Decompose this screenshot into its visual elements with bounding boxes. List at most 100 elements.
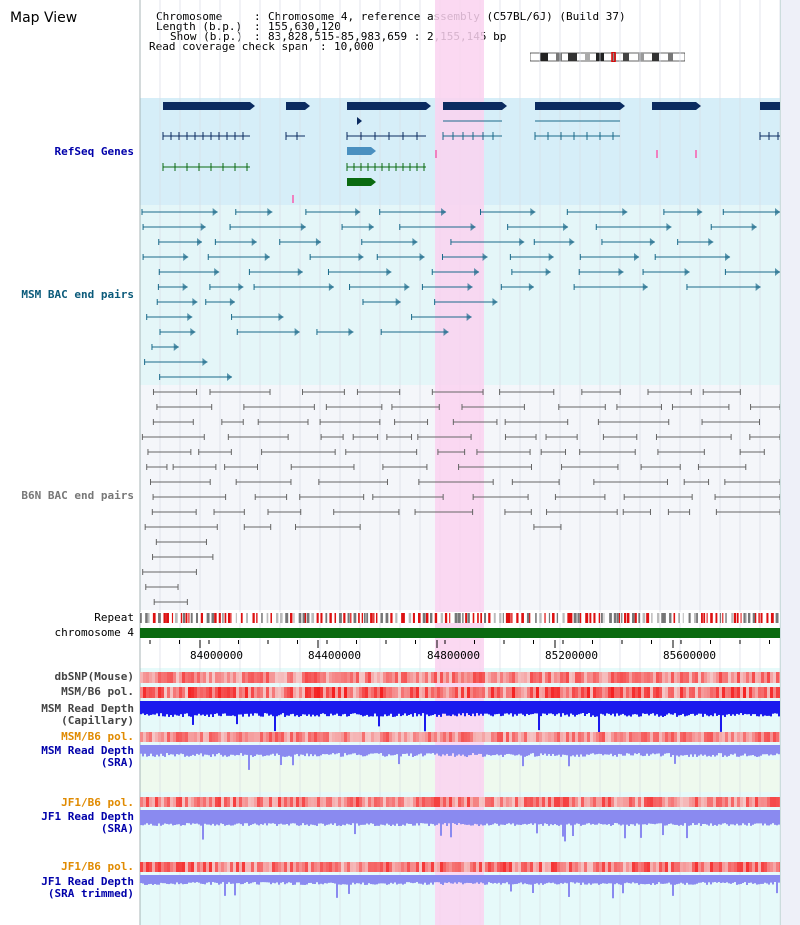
bac-end-arrow	[315, 238, 321, 246]
depth-bar	[374, 745, 376, 754]
msm-bac-label[interactable]: MSM BAC end pairs	[21, 288, 134, 301]
heat-cell	[614, 687, 617, 698]
heat-cell	[320, 797, 323, 807]
bac-end-arrow	[548, 253, 554, 261]
depth-bar	[750, 875, 752, 883]
depth-bar	[208, 875, 210, 883]
depth-bar	[312, 875, 314, 884]
depth-bar	[646, 875, 648, 885]
depth-bar	[446, 745, 448, 754]
refseq-genes-label[interactable]: RefSeq Genes	[54, 145, 134, 158]
bac-end-arrow	[182, 283, 188, 291]
bac-end-arrow	[183, 253, 189, 261]
depth-bar	[660, 875, 662, 884]
heat-cell	[290, 687, 293, 698]
heat-cell	[635, 672, 638, 683]
vertical-scrollbar[interactable]	[780, 0, 800, 925]
heat-cell	[704, 797, 707, 807]
heat-cell	[230, 732, 233, 742]
depth-bar	[752, 810, 754, 825]
depth-bar	[214, 701, 216, 714]
depth-bar	[754, 701, 756, 715]
depth-bar	[668, 745, 670, 754]
heat-cell	[773, 862, 776, 872]
bac-end-arrow	[348, 328, 354, 336]
depth-bar	[778, 745, 780, 755]
depth-bar	[764, 745, 766, 755]
depth-bar	[726, 701, 728, 715]
heat-cell	[458, 862, 461, 872]
depth-bar	[584, 875, 586, 885]
depth-bar	[708, 701, 710, 717]
heat-cell	[572, 687, 575, 698]
depth-bar	[254, 875, 256, 883]
heat-cell	[320, 687, 323, 698]
heat-cell	[773, 672, 776, 683]
bac-end-arrow	[190, 328, 196, 336]
depth-bar	[674, 875, 676, 885]
heat-cell	[332, 687, 335, 698]
heat-cell	[239, 732, 242, 742]
heat-cell	[425, 797, 428, 807]
heat-cell	[494, 732, 497, 742]
repeat-mark	[449, 613, 451, 623]
depth-bar	[550, 810, 552, 825]
depth-bar	[548, 810, 550, 826]
genome-track-canvas[interactable]	[0, 0, 780, 925]
heat-cell	[221, 732, 224, 742]
repeat-mark	[539, 613, 542, 623]
heat-cell	[710, 732, 713, 742]
heat-cell	[692, 732, 695, 742]
heat-cell	[674, 687, 677, 698]
heat-cell	[434, 797, 437, 807]
heat-cell	[350, 862, 353, 872]
depth-bar	[656, 875, 658, 885]
repeat-mark	[412, 613, 415, 623]
depth-bar	[378, 745, 380, 754]
heat-cell	[173, 672, 176, 683]
depth-bar	[518, 810, 520, 825]
depth-bar	[466, 745, 468, 757]
heat-cell	[200, 862, 203, 872]
depth-bar	[276, 810, 278, 826]
depth-bar	[498, 810, 500, 826]
heat-cell	[662, 672, 665, 683]
depth-bar	[228, 701, 230, 716]
heat-cell	[563, 687, 566, 698]
depth-bar	[668, 810, 670, 824]
depth-bar	[612, 745, 614, 757]
depth-bar	[496, 701, 498, 715]
depth-bar	[448, 701, 450, 716]
heat-cell	[359, 862, 362, 872]
depth-bar	[416, 745, 418, 756]
heat-cell	[218, 687, 221, 698]
heat-cell	[314, 732, 317, 742]
b6n-bac-label[interactable]: B6N BAC end pairs	[21, 489, 134, 502]
depth-bar	[528, 701, 530, 715]
depth-bar	[522, 810, 524, 825]
depth-bar	[448, 810, 450, 824]
depth-bar	[276, 701, 278, 717]
depth-bar	[348, 810, 350, 825]
depth-bar	[564, 810, 566, 842]
depth-bar	[442, 701, 444, 714]
heat-cell	[572, 797, 575, 807]
heat-cell	[338, 862, 341, 872]
heat-cell	[686, 862, 689, 872]
depth-bar	[712, 810, 714, 826]
depth-bar	[766, 745, 768, 755]
depth-bar	[508, 745, 510, 754]
depth-bar	[666, 701, 668, 715]
repeat-mark	[390, 613, 393, 623]
depth-bar	[680, 810, 682, 825]
depth-bar	[486, 875, 488, 885]
bac-end-arrow	[482, 253, 488, 261]
depth-bar	[356, 745, 358, 756]
depth-bar	[684, 701, 686, 717]
depth-bar	[646, 701, 648, 714]
heat-cell	[359, 687, 362, 698]
depth-bar	[294, 875, 296, 885]
bac-end-arrow	[634, 253, 640, 261]
heat-cell	[761, 797, 764, 807]
heat-cell	[524, 862, 527, 872]
